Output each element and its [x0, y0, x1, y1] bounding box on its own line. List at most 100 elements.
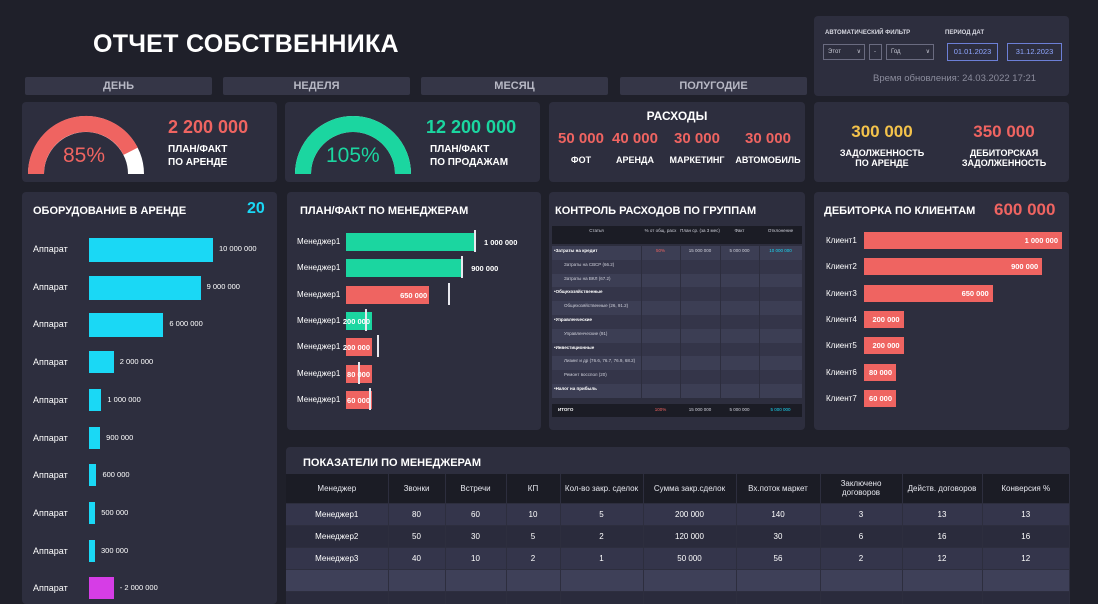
equipment-value: - 2 000 000	[119, 583, 158, 593]
table-cell: 6	[820, 524, 903, 547]
table-cell	[736, 568, 821, 591]
tab-month[interactable]: МЕСЯЦ	[421, 77, 608, 95]
equipment-bar	[89, 313, 164, 338]
expense-header-row: Статья % от общ. расх План ср. (за 3 мес) Ф…	[552, 226, 802, 244]
debtor-bar	[864, 258, 1043, 276]
table-cell	[820, 590, 903, 604]
table-cell	[736, 590, 821, 604]
manager-value: 650 000	[400, 290, 428, 300]
col-header: КП	[506, 474, 561, 503]
table-cell: 200 000	[643, 502, 737, 525]
page-title: ОТЧЕТ СОБСТВЕННИКА	[93, 30, 399, 58]
manager-plan-marker	[365, 308, 368, 331]
equipment-bar	[89, 539, 95, 562]
expense-col-divider	[641, 287, 642, 302]
debtor-value: 200 000	[872, 314, 900, 324]
table-cell: 10	[506, 502, 561, 525]
table-cell: 50 000	[643, 546, 737, 569]
tab-day[interactable]: ДЕНЬ	[25, 77, 212, 95]
manager-bar	[346, 233, 474, 251]
expense-col-divider	[641, 370, 642, 384]
table-row: Менеджер1 80 60 10 5 200 000 140 3 13 13	[286, 502, 1070, 525]
expense-row: Общехозяйственные (26, 91.2)	[552, 301, 802, 315]
equipment-bar	[89, 464, 97, 487]
equipment-row-label: Аппарат	[33, 470, 68, 481]
col-header: Менеджер	[286, 474, 389, 503]
tab-halfyear[interactable]: ПОЛУГОДИЕ	[620, 77, 807, 95]
table-cell: 12	[902, 546, 983, 569]
manager-value: 900 000	[471, 264, 499, 274]
col-header: Конверсия %	[982, 474, 1070, 503]
table-cell: 40	[388, 546, 446, 569]
table-cell: 2	[506, 546, 561, 569]
filter-select-this[interactable]: Этот ∨	[823, 44, 865, 60]
debtor-row-label: Клиент1	[826, 236, 857, 245]
table-cell: 60	[445, 502, 507, 525]
table-cell	[643, 590, 737, 604]
manager-plan-marker	[461, 256, 464, 279]
manager-row-label: Менеджер1	[297, 263, 341, 273]
equipment-value: 9 000 000	[206, 281, 240, 291]
expense-item: 30 000 МАРКЕТИНГ	[669, 130, 725, 165]
chevron-down-icon: ∨	[856, 49, 861, 55]
expense-row: •Затраты на кредит 50% 15 000 000 5 000 000…	[552, 246, 802, 260]
expense-col-divider	[759, 356, 760, 371]
table-cell: 50	[388, 524, 446, 547]
expense-col-divider	[720, 384, 721, 398]
equipment-bar	[89, 275, 201, 300]
sales-amount: 12 200 000	[426, 117, 517, 137]
managers-plan-panel: ПЛАН/ФАКТ ПО МЕНЕДЖЕРАМ Менеджер1 1 000 0…	[287, 192, 541, 430]
debtor-row-label: Клиент7	[826, 393, 857, 403]
table-cell: 30	[445, 524, 507, 547]
rent-percent: 85%	[63, 144, 106, 167]
date-to-input[interactable]: 31.12.2023	[1007, 43, 1062, 61]
update-time: Время обновления: 24.03.2022 17:21	[873, 73, 1037, 84]
equipment-value: 300 000	[101, 545, 129, 555]
table-row-empty	[286, 568, 1070, 591]
table-cell: 16	[902, 524, 983, 547]
expense-col-divider	[720, 273, 721, 288]
rent-label-1: ПЛАН/ФАКТ	[168, 144, 228, 155]
expense-col-divider	[641, 384, 642, 398]
debt-receivable: 350 000 ДЕБИТОРСКАЯ ЗАДОЛЖЕННОСТЬ	[961, 122, 1047, 168]
debtors-total: 600 000	[994, 200, 1056, 219]
equipment-bar	[89, 501, 96, 524]
expense-col-divider	[680, 301, 681, 315]
equipment-row-label: Аппарат	[33, 319, 68, 330]
expense-total-fact: 5 000 000	[729, 406, 750, 412]
table-row: Менеджер2 50 30 5 2 120 000 30 6 16 16	[286, 524, 1070, 547]
filter-select-dash[interactable]: -	[869, 44, 882, 60]
manager-bar	[346, 285, 430, 304]
equipment-count: 20	[247, 200, 265, 217]
expense-row: Затраты на СВСР (66.2)	[552, 259, 802, 274]
expense-col-divider	[720, 356, 721, 371]
debtor-value: 60 000	[869, 393, 892, 403]
tab-week[interactable]: НЕДЕЛЯ	[223, 77, 410, 95]
expense-col-divider	[641, 273, 642, 288]
expense-row: •Общехозяйственные	[552, 287, 802, 302]
filter-select-year[interactable]: Год ∨	[886, 44, 934, 60]
expense-col-divider	[680, 328, 681, 343]
table-cell	[982, 590, 1070, 604]
table-cell: 3	[820, 502, 903, 525]
table-cell: 56	[736, 546, 821, 569]
manager-row-label: Менеджер1	[297, 368, 341, 378]
expense-col-divider	[759, 384, 760, 398]
date-from-input[interactable]: 01.01.2023	[947, 43, 998, 61]
equipment-bar	[89, 426, 101, 449]
expense-item: 40 000 АРЕНДА	[612, 130, 658, 165]
table-cell	[820, 568, 903, 591]
table-cell: 120 000	[643, 524, 737, 547]
expense-header-cell: % от общ. расх	[644, 228, 677, 233]
equipment-row-label: Аппарат	[33, 394, 68, 405]
expense-col-divider	[641, 328, 642, 343]
table-cell: Менеджер1	[286, 502, 389, 525]
expense-item: 50 000 ФОТ	[558, 130, 604, 165]
expense-row-name: •Затраты на кредит	[554, 248, 598, 253]
expense-col-divider	[641, 356, 642, 371]
expense-col-divider	[720, 328, 721, 343]
expense-col-divider	[720, 259, 721, 274]
debtor-value: 200 000	[872, 341, 900, 351]
table-cell	[643, 568, 737, 591]
col-header: Заключено договоров	[820, 474, 903, 503]
